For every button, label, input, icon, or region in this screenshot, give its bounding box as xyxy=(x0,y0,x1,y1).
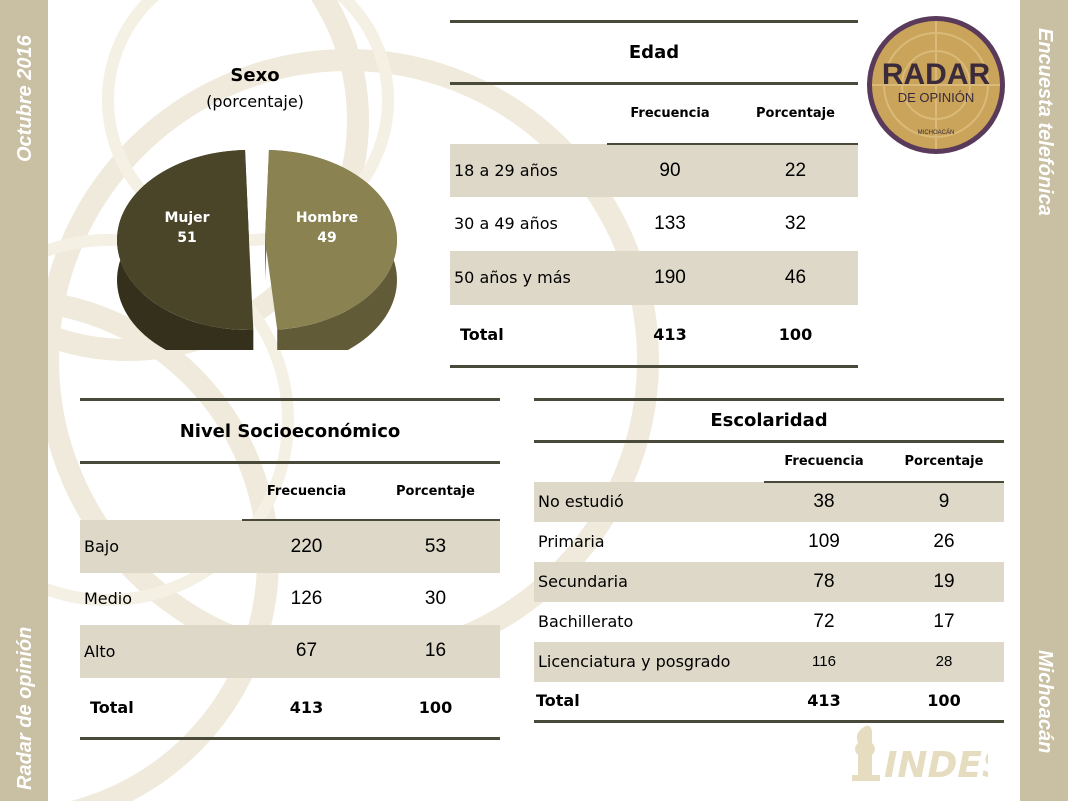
table-row: Secundaria 78 19 xyxy=(534,561,1004,602)
row-pct: 53 xyxy=(424,535,447,557)
survey-type-label: Encuesta telefónica xyxy=(1034,28,1056,216)
row-freq: 190 xyxy=(654,266,686,288)
row-pct: 26 xyxy=(933,530,955,552)
row-freq: 38 xyxy=(813,491,835,512)
total-freq: 413 xyxy=(653,325,687,345)
nse-header-pct: Porcentaje xyxy=(371,462,500,521)
edad-header-pct: Porcentaje xyxy=(733,83,858,145)
table-row: 18 a 29 años 90 22 xyxy=(450,143,858,197)
row-freq: 72 xyxy=(813,610,835,632)
row-pct: 19 xyxy=(933,570,955,592)
radar-de-opinion-logo: RADAR DE OPINIÓN MICHOACÁN xyxy=(867,16,1005,154)
table-total-row: Total 413 100 xyxy=(80,678,500,739)
indes-logo: INDES xyxy=(852,725,988,785)
pie-slice-hombre xyxy=(265,150,398,350)
date-label: Octubre 2016 xyxy=(14,35,36,162)
row-label: Bachillerato xyxy=(538,612,634,631)
table-row: Licenciatura y posgrado 116 28 xyxy=(534,641,1004,682)
pie-label-hombre: Hombre xyxy=(296,210,358,226)
row-label: Medio xyxy=(84,589,133,608)
row-freq: 109 xyxy=(808,530,840,552)
table-row: 50 años y más 190 46 xyxy=(450,250,858,305)
row-label: Secundaria xyxy=(538,572,628,591)
total-freq: 413 xyxy=(289,697,324,717)
total-label: Total xyxy=(536,691,580,711)
total-pct: 100 xyxy=(418,697,453,717)
table-row: Bachillerato 72 17 xyxy=(534,602,1004,642)
total-label: Total xyxy=(90,697,134,717)
indes-text: INDES xyxy=(884,745,988,785)
chart-subtitle: (porcentaje) xyxy=(206,92,304,111)
row-label: Alto xyxy=(84,641,116,661)
pie-svg: Mujer 51 Hombre 49 xyxy=(116,150,398,350)
table-row: Primaria 109 26 xyxy=(534,522,1004,562)
row-label: No estudió xyxy=(538,492,624,511)
row-label: 30 a 49 años xyxy=(454,214,558,233)
row-label: 18 a 29 años xyxy=(454,160,558,180)
right-sidebar: Encuesta telefónica Michoacán xyxy=(1020,0,1068,801)
total-freq: 413 xyxy=(807,691,841,711)
state-label: Michoacán xyxy=(1034,650,1056,754)
table-row: No estudió 38 9 xyxy=(534,481,1004,522)
total-label: Total xyxy=(460,325,504,345)
logo-line3: MICHOACÁN xyxy=(918,129,955,136)
row-label: Bajo xyxy=(84,536,120,556)
sexo-chart: Sexo (porcentaje) Mujer 51 Hombre 49 xyxy=(105,60,405,350)
logo-line2: DE OPINIÓN xyxy=(898,90,975,105)
table-row: Bajo 220 53 xyxy=(80,519,500,573)
row-label: Licenciatura y posgrado xyxy=(538,652,731,671)
edad-table: Edad Frecuencia Porcentaje 18 a 29 años … xyxy=(450,20,858,368)
total-pct: 100 xyxy=(927,691,961,711)
background-decoration xyxy=(48,0,659,801)
esc-header-freq: Frecuencia xyxy=(764,441,884,483)
edad-title: Edad xyxy=(628,42,680,63)
pie-value-mujer: 51 xyxy=(177,230,196,246)
row-freq: 116 xyxy=(812,653,836,670)
row-pct: 28 xyxy=(935,653,953,670)
row-pct: 22 xyxy=(784,159,807,181)
pie-label-mujer: Mujer xyxy=(164,210,209,226)
nse-title: Nivel Socioeconómico xyxy=(179,420,401,442)
total-pct: 100 xyxy=(778,325,813,345)
left-sidebar: Octubre 2016 Radar de opinión xyxy=(0,0,48,801)
table-row: Alto 67 16 xyxy=(80,624,500,678)
row-label: Primaria xyxy=(538,532,605,551)
row-pct: 46 xyxy=(784,266,807,288)
row-pct: 30 xyxy=(424,587,447,609)
row-label: 50 años y más xyxy=(454,268,571,287)
row-pct: 16 xyxy=(424,640,447,661)
escolaridad-table: Escolaridad Frecuencia Porcentaje No est… xyxy=(534,398,1004,723)
table-total-row: Total 413 100 xyxy=(450,305,858,367)
chart-title: Sexo xyxy=(230,65,280,86)
row-freq: 90 xyxy=(659,159,681,181)
row-freq: 126 xyxy=(290,587,323,609)
esc-header-pct: Porcentaje xyxy=(884,441,1004,483)
row-freq: 67 xyxy=(295,640,318,661)
pie-slice-mujer xyxy=(116,150,254,350)
brand-label: Radar de opinión xyxy=(14,626,36,790)
row-freq: 133 xyxy=(654,212,686,234)
table-row: Medio 126 30 xyxy=(80,573,500,625)
escolaridad-title: Escolaridad xyxy=(710,410,828,431)
row-pct: 9 xyxy=(938,491,950,512)
nse-table: Nivel Socioeconómico Frecuencia Porcenta… xyxy=(80,398,500,740)
logo-line1: RADAR xyxy=(882,58,991,91)
nse-header-freq: Frecuencia xyxy=(242,462,371,521)
pie-value-hombre: 49 xyxy=(317,230,336,246)
row-freq: 78 xyxy=(813,570,835,592)
row-freq: 220 xyxy=(290,535,323,557)
row-pct: 17 xyxy=(933,610,955,632)
table-row: 30 a 49 años 133 32 xyxy=(450,197,858,251)
edad-header-freq: Frecuencia xyxy=(607,83,733,145)
table-total-row: Total 413 100 xyxy=(534,682,1004,722)
row-pct: 32 xyxy=(784,212,807,234)
